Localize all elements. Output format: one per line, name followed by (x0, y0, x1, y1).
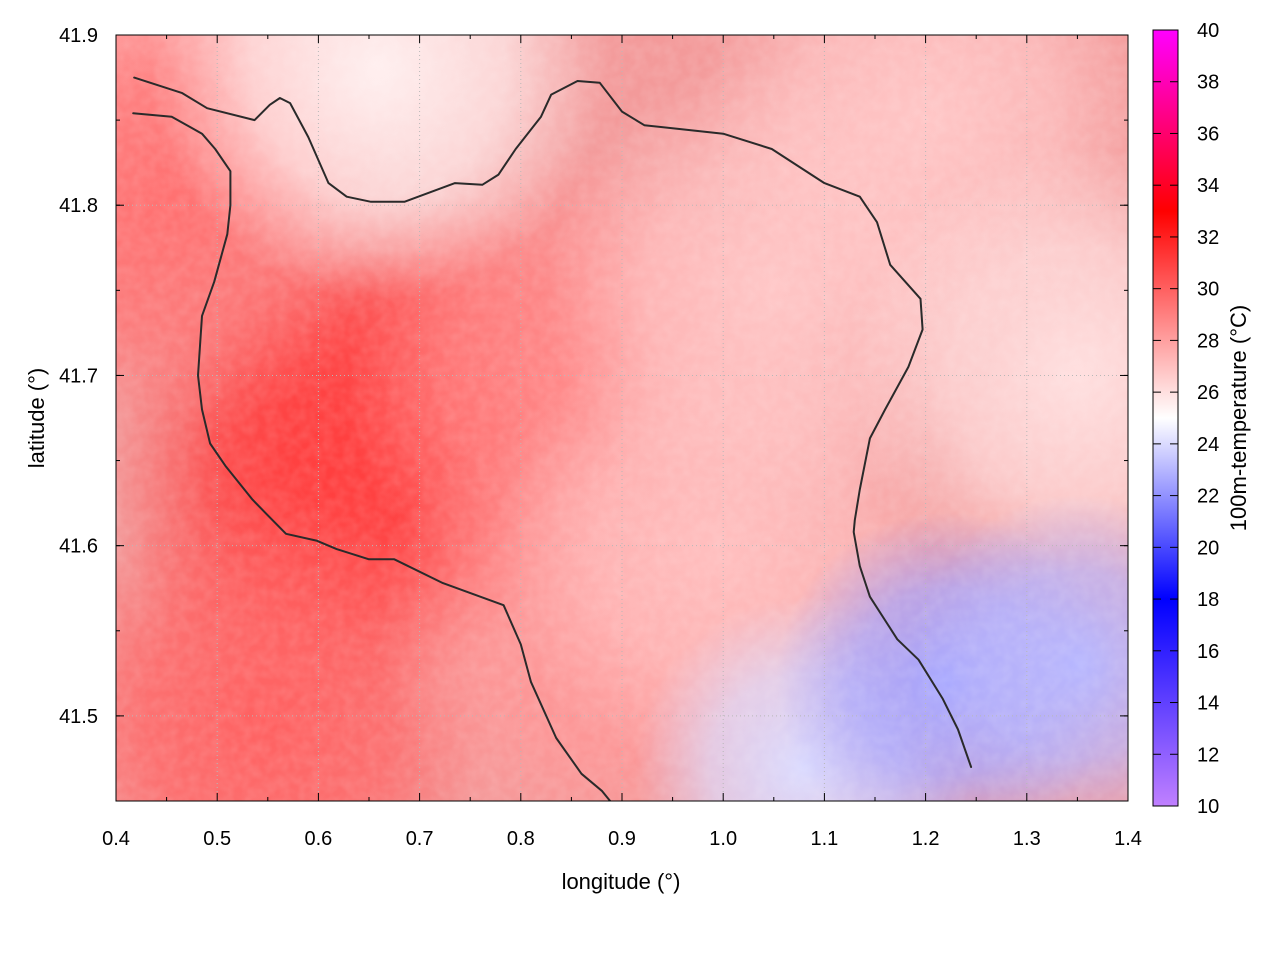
y-tick-label: 41.9 (59, 25, 98, 47)
x-tick-label: 0.4 (102, 828, 130, 850)
colorbar-tick-label: 40 (1197, 20, 1219, 42)
contour-line (132, 112, 612, 801)
colorbar-tick-label: 18 (1197, 589, 1219, 611)
x-tick-label: 0.6 (304, 828, 332, 850)
x-tick-label: 1.0 (709, 828, 737, 850)
colorbar: 10 12 14 16 18 20 22 24 26 28 30 32 34 36 38 40 100m-te… (1152, 20, 1251, 818)
y-axis-title: latitude (°) (24, 368, 49, 469)
isotherm-contours (132, 76, 973, 801)
colorbar-tick-label: 36 (1197, 123, 1219, 145)
field-texture (116, 35, 1128, 801)
y-tick-label: 41.7 (59, 365, 98, 387)
colorbar-tick-label: 20 (1197, 537, 1219, 559)
y-tick-label: 41.5 (59, 706, 98, 728)
colorbar-tick-label: 24 (1197, 434, 1219, 456)
colorbar-tick-label: 34 (1197, 175, 1219, 197)
colorbar-tick-label: 38 (1197, 72, 1219, 94)
y-axis-ticks: 41.5 41.6 41.7 41.8 41.9 (59, 25, 1128, 802)
colorbar-tick-label: 10 (1197, 796, 1219, 818)
x-tick-label: 0.5 (203, 828, 231, 850)
colorbar-tick-label: 12 (1197, 744, 1219, 766)
x-tick-label: 1.3 (1013, 828, 1041, 850)
colorbar-title: 100m-temperature (°C) (1226, 305, 1251, 531)
x-tick-label: 0.8 (507, 828, 535, 850)
colorbar-tick-label: 26 (1197, 382, 1219, 404)
colorbar-tick-label: 22 (1197, 486, 1219, 508)
colorbar-tick-label: 16 (1197, 641, 1219, 663)
y-tick-label: 41.8 (59, 195, 98, 217)
x-tick-label: 1.1 (810, 828, 838, 850)
grid-lines (116, 35, 1128, 801)
x-axis-ticks: 0.4 0.5 0.6 0.7 0.8 0.9 1.0 1.1 1.2 1.3 1.4 (102, 35, 1142, 850)
colorbar-tick-label: 28 (1197, 330, 1219, 352)
x-tick-label: 1.2 (912, 828, 940, 850)
y-tick-label: 41.6 (59, 536, 98, 558)
colorbar-gradient (1152, 29, 1179, 807)
x-tick-label: 0.9 (608, 828, 636, 850)
colorbar-tick-label: 30 (1197, 279, 1219, 301)
colorbar-tick-label: 32 (1197, 227, 1219, 249)
colorbar-ticks: 10 12 14 16 18 20 22 24 26 28 30 32 34 36 38 40 (1153, 20, 1219, 818)
x-axis-title: longitude (°) (562, 869, 681, 894)
colorbar-tick-label: 14 (1197, 693, 1219, 715)
x-tick-label: 1.4 (1114, 828, 1142, 850)
contour-line (133, 76, 973, 768)
x-tick-label: 0.7 (406, 828, 434, 850)
